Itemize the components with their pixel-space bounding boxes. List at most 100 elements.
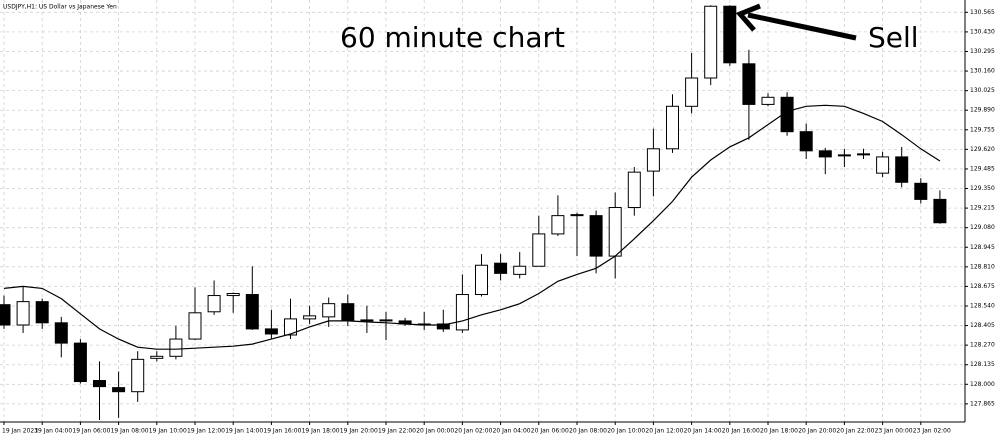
annotation: 60 minute chart bbox=[340, 21, 565, 54]
x-tick-label: 19 Jan 08:00 bbox=[111, 428, 149, 435]
candle-down bbox=[933, 198, 947, 224]
x-tick-label: 19 Jan 12:00 bbox=[187, 428, 225, 435]
x-tick-label: 20 Jan 00:00 bbox=[416, 428, 454, 435]
x-tick-label: 20 Jan 12:00 bbox=[645, 428, 683, 435]
y-tick-label: 129.350 bbox=[970, 185, 995, 192]
x-tick-label: 20 Jan 02:00 bbox=[454, 428, 492, 435]
candle-down bbox=[54, 322, 68, 344]
candle-up bbox=[627, 171, 641, 209]
candle-down bbox=[112, 387, 126, 393]
candle-up bbox=[322, 303, 336, 318]
y-tick-label: 130.295 bbox=[970, 48, 995, 55]
candle-up bbox=[513, 265, 527, 275]
y-tick-label: 127.865 bbox=[970, 400, 995, 407]
x-tick-label: 19 Jan 10:00 bbox=[149, 428, 187, 435]
candle-down bbox=[245, 294, 259, 330]
plot bbox=[0, 5, 947, 420]
y-tick-label: 129.080 bbox=[970, 224, 995, 231]
candle-up bbox=[226, 293, 240, 297]
candle-up bbox=[646, 148, 660, 172]
y-tick-label: 128.540 bbox=[970, 302, 995, 309]
x-tick-label: 19 Jan 16:00 bbox=[263, 428, 301, 435]
candle-up bbox=[303, 315, 317, 320]
y-tick-label: 129.620 bbox=[970, 146, 995, 153]
y-tick-label: 129.485 bbox=[970, 165, 995, 172]
candle-up bbox=[131, 358, 145, 393]
y-tick-label: 128.405 bbox=[970, 322, 995, 329]
candle-down bbox=[35, 301, 49, 324]
x-tick-label: 19 Jan 06:00 bbox=[72, 428, 110, 435]
annotation: Sell bbox=[868, 21, 919, 54]
candle-down bbox=[780, 96, 794, 133]
y-tick-label: 128.270 bbox=[970, 342, 995, 349]
y-tick-label: 129.215 bbox=[970, 205, 995, 212]
candle-up bbox=[704, 5, 718, 79]
candle-down bbox=[73, 342, 87, 383]
y-tick-label: 128.000 bbox=[970, 381, 995, 388]
x-tick-label: 20 Jan 10:00 bbox=[607, 428, 645, 435]
x-tick-label: 19 Jan 18:00 bbox=[302, 428, 340, 435]
candle-up bbox=[475, 264, 488, 296]
candle-up bbox=[876, 156, 890, 174]
candle-down bbox=[837, 154, 851, 157]
y-tick-label: 128.945 bbox=[970, 244, 995, 251]
candle-down bbox=[360, 319, 374, 322]
x-tick-label: 19 Jan 04:00 bbox=[34, 428, 72, 435]
x-tick-label: 23 Jan 02:00 bbox=[913, 428, 951, 435]
candle-up bbox=[16, 301, 30, 326]
x-tick-label: 20 Jan 06:00 bbox=[531, 428, 569, 435]
candle-down bbox=[341, 303, 355, 322]
x-tick-label: 19 Jan 22:00 bbox=[378, 428, 416, 435]
x-tick-label: 23 Jan 00:00 bbox=[875, 428, 913, 435]
candle-down bbox=[589, 215, 603, 257]
x-tick-label: 20 Jan 14:00 bbox=[684, 428, 722, 435]
x-tick-label: 20 Jan 18:00 bbox=[760, 428, 798, 435]
x-tick-label: 19 Jan 2023 bbox=[2, 428, 38, 435]
moving-average bbox=[3, 104, 941, 350]
candle-down bbox=[818, 150, 832, 158]
candle-up bbox=[685, 77, 699, 107]
candle-up bbox=[666, 105, 679, 150]
candle-down bbox=[494, 262, 508, 274]
candle-down bbox=[93, 380, 106, 388]
chart-title: USDJPY,H1: US Dollar vs Japanese Yen bbox=[3, 4, 117, 11]
candle-down bbox=[799, 131, 813, 152]
candle-up bbox=[570, 214, 584, 217]
candle-up bbox=[857, 153, 870, 156]
candle-up bbox=[150, 355, 164, 359]
candle-down bbox=[264, 328, 278, 335]
candle-down bbox=[914, 182, 928, 200]
y-tick-label: 130.160 bbox=[970, 68, 995, 75]
x-tick-label: 19 Jan 20:00 bbox=[340, 428, 378, 435]
candle-up bbox=[532, 233, 546, 267]
y-tick-label: 129.890 bbox=[970, 107, 995, 114]
candle-down bbox=[0, 304, 11, 326]
candle-down bbox=[742, 63, 756, 105]
arrow-head bbox=[735, 3, 761, 32]
candle-up bbox=[551, 215, 565, 235]
x-tick-label: 19 Jan 14:00 bbox=[225, 428, 263, 435]
candle-up bbox=[207, 295, 221, 313]
arrow-shaft bbox=[747, 12, 857, 41]
candle-up bbox=[608, 207, 622, 257]
x-tick-label: 20 Jan 04:00 bbox=[493, 428, 531, 435]
candle-down bbox=[895, 156, 909, 183]
candle-up bbox=[284, 318, 297, 336]
y-tick-label: 129.755 bbox=[970, 126, 995, 133]
candle-up bbox=[455, 294, 469, 331]
y-tick-label: 130.025 bbox=[970, 87, 995, 94]
arrow bbox=[735, 3, 857, 41]
y-tick-label: 128.675 bbox=[970, 283, 995, 290]
y-tick-label: 128.810 bbox=[970, 263, 995, 270]
candle-up bbox=[761, 96, 775, 105]
candle-up bbox=[379, 319, 393, 322]
candle-down bbox=[436, 323, 450, 330]
y-tick-label: 130.565 bbox=[970, 9, 995, 16]
x-tick-label: 20 Jan 20:00 bbox=[798, 428, 836, 435]
candle-down bbox=[723, 5, 737, 64]
y-tick-label: 128.135 bbox=[970, 361, 995, 368]
y-tick-label: 130.430 bbox=[970, 28, 995, 35]
candle-up bbox=[169, 338, 183, 357]
